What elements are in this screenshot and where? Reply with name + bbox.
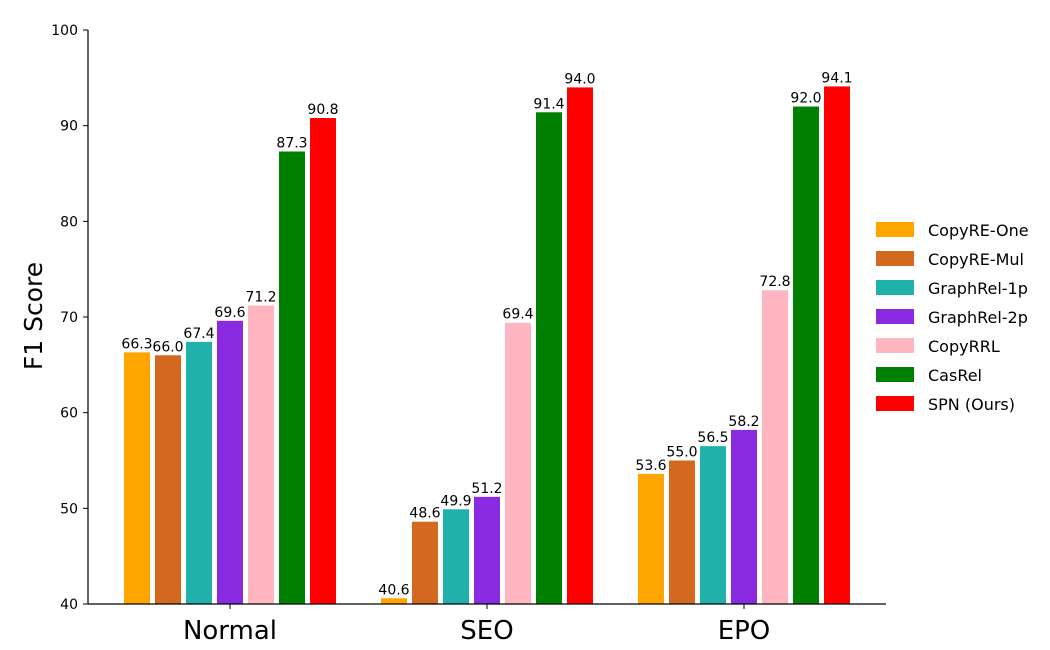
- x-tick-label: Normal: [183, 616, 277, 646]
- axes-lines: [87, 30, 886, 605]
- data-label: 40.6: [378, 582, 409, 598]
- data-label: 69.4: [502, 307, 533, 323]
- bar: [638, 473, 664, 604]
- data-labels: 66.3 66.067.469.671.2 87.3 90.8 40.6 48.649.9…: [121, 70, 852, 598]
- bar: [124, 352, 150, 604]
- legend-swatch: [876, 251, 914, 266]
- legend-swatch: [876, 367, 914, 382]
- data-label: 53.6: [635, 458, 666, 474]
- legend-swatch: [876, 338, 914, 353]
- legend-label: GraphRel-1p: [928, 279, 1028, 298]
- bar: [731, 429, 757, 604]
- data-label: 69.6: [214, 305, 245, 321]
- bar: [474, 496, 500, 604]
- data-label: 58.2: [728, 414, 759, 430]
- data-label: 92.0: [790, 91, 821, 107]
- x-tick-label: EPO: [718, 616, 771, 646]
- data-label: 48.6: [409, 506, 440, 522]
- bar: [217, 320, 243, 604]
- bar: [186, 341, 212, 604]
- legend-swatch: [876, 222, 914, 237]
- legend-label: CasRel: [928, 366, 982, 385]
- y-tick-label: 90: [60, 119, 78, 135]
- data-label: 90.8: [307, 102, 338, 118]
- y-axis-title: F1 Score: [19, 262, 48, 370]
- data-label: 56.5: [697, 430, 728, 446]
- legend-swatch: [876, 309, 914, 324]
- bar: [762, 290, 788, 604]
- data-label: 51.2: [471, 481, 502, 497]
- bar: [793, 106, 819, 605]
- legend-label: SPN (Ours): [928, 395, 1015, 414]
- bar: [567, 87, 593, 604]
- legend-label: CopyRE-Mul: [928, 250, 1024, 269]
- bar: [443, 509, 469, 604]
- y-tick-label: 40: [60, 597, 78, 613]
- x-tick-label: SEO: [460, 616, 513, 646]
- x-axis: Normal SEO EPO: [183, 604, 770, 646]
- bar: [824, 86, 850, 604]
- legend-swatch: [876, 280, 914, 295]
- y-tick-label: 60: [60, 406, 78, 422]
- legend-label: GraphRel-2p: [928, 308, 1028, 327]
- bar: [279, 151, 305, 604]
- bar: [381, 598, 407, 604]
- data-label: 66.0: [152, 339, 183, 355]
- y-tick-label: 70: [60, 310, 78, 326]
- data-label: 72.8: [759, 274, 790, 290]
- bars: [124, 86, 850, 605]
- data-label: 91.4: [533, 96, 564, 112]
- legend: CopyRE-One CopyRE-Mul GraphRel-1p GraphRel-…: [876, 221, 1029, 414]
- legend-label: CopyRE-One: [928, 221, 1029, 240]
- bar: [310, 118, 336, 604]
- legend-label: CopyRRL: [928, 337, 1000, 356]
- bar: [700, 446, 726, 604]
- bar: [155, 355, 181, 604]
- data-label: 67.4: [183, 326, 214, 342]
- y-tick-label: 100: [51, 23, 78, 39]
- data-label: 94.1: [821, 70, 852, 86]
- bar: [669, 460, 695, 604]
- data-label: 94.0: [564, 71, 595, 87]
- data-label: 71.2: [245, 290, 276, 306]
- bar: [536, 112, 562, 605]
- y-tick-label: 80: [60, 214, 78, 230]
- data-label: 55.0: [666, 445, 697, 461]
- data-label: 49.9: [440, 493, 471, 509]
- bar: [248, 305, 274, 604]
- legend-swatch: [876, 396, 914, 411]
- data-label: 66.3: [121, 336, 152, 352]
- bar: [412, 521, 438, 604]
- y-axis: 40 50 60 70 80 90 100: [51, 23, 88, 613]
- bar: [505, 322, 531, 604]
- data-label: 87.3: [276, 135, 307, 151]
- y-tick-label: 50: [60, 501, 78, 517]
